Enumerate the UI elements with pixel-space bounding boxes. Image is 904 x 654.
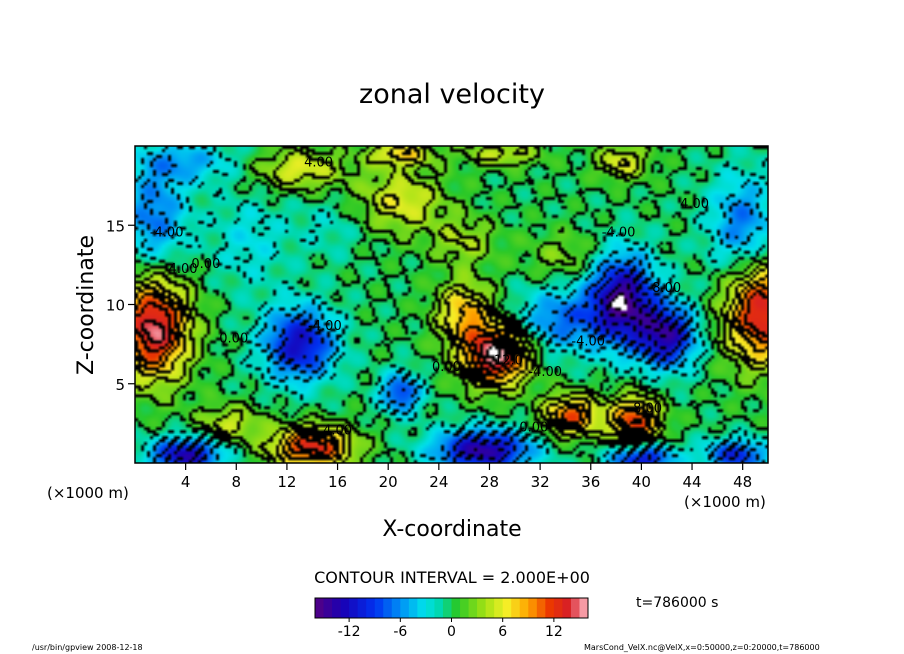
- contour-labels: 4.00-4.004.000.000.00-4.000.00 12.0-4.00-…: [150, 156, 709, 439]
- contour-interval-label: CONTOUR INTERVAL = 2.000E+00: [314, 568, 590, 587]
- colorbar-cell: [553, 598, 563, 618]
- x-tick-label: 44: [682, 473, 701, 491]
- colorbar-cell: [451, 598, 461, 618]
- contour-label: -4.00: [602, 225, 636, 240]
- colorbar-cell: [477, 598, 487, 618]
- x-tick-label: 36: [581, 473, 600, 491]
- colorbar-cell: [468, 598, 478, 618]
- colorbar-cell: [374, 598, 384, 618]
- colorbar-cell: [366, 598, 376, 618]
- contour-label: -8.00: [628, 401, 662, 416]
- colorbar-cell: [502, 598, 512, 618]
- colorbar-tick-label: 6: [498, 624, 507, 640]
- colorbar-tick-label: -12: [338, 624, 361, 640]
- y-axis-label: Z-coordinate: [74, 235, 99, 375]
- colorbar-cell: [357, 598, 367, 618]
- contour-label: 0.00: [432, 360, 461, 375]
- colorbar-cell: [570, 598, 580, 618]
- y-tick-label: 10: [106, 297, 125, 315]
- contour-label: 12.0: [494, 354, 523, 369]
- colorbar-cell: [528, 598, 538, 618]
- x-tick-label: 20: [379, 473, 398, 491]
- x-tick-label: 8: [232, 473, 242, 491]
- x-tick-label: 4: [181, 473, 191, 491]
- time-label: t=786000 s: [636, 595, 718, 611]
- colorbar-cell: [383, 598, 393, 618]
- contour-label: 4.00: [323, 423, 352, 438]
- chart-title: zonal velocity: [359, 79, 545, 110]
- contour-label: 4.00: [680, 197, 709, 212]
- x-tick-label: 40: [632, 473, 651, 491]
- colorbar-cell: [315, 598, 325, 618]
- x-tick-label: 48: [733, 473, 752, 491]
- footer-program: /usr/bin/gpview 2008-12-18: [32, 643, 143, 652]
- colorbar-cell: [340, 598, 350, 618]
- colorbar-tick-label: 0: [447, 624, 456, 640]
- colorbar-ticks: -12 -6 0 6 12: [338, 618, 563, 640]
- colorbar-cell: [323, 598, 333, 618]
- contour-label: -4.00: [308, 319, 342, 334]
- colorbar-cell: [562, 598, 572, 618]
- colorbar-cell: [442, 598, 452, 618]
- colorbar-cell: [485, 598, 495, 618]
- contour-label: 8.00: [652, 281, 681, 296]
- colorbar-cell: [434, 598, 444, 618]
- y-tick-label: 5: [115, 376, 125, 394]
- x-tick-label: 28: [480, 473, 499, 491]
- colorbar: -12 -6 0 6 12: [314, 597, 589, 640]
- contour-label: 0.00: [219, 332, 248, 347]
- colorbar-cell: [391, 598, 401, 618]
- colorbar-cell: [511, 598, 521, 618]
- x-tick-label: 32: [531, 473, 550, 491]
- x-axis-label: X-coordinate: [382, 517, 521, 542]
- colorbar-cell: [460, 598, 470, 618]
- contour-label: -4.00: [150, 225, 184, 240]
- colorbar-cell: [349, 598, 359, 618]
- colorbar-cell: [400, 598, 410, 618]
- contour-label: 4.00: [304, 156, 333, 171]
- x-tick-label: 16: [328, 473, 347, 491]
- colorbar-tick-label: -6: [393, 624, 407, 640]
- contour-label: 4.00: [169, 262, 198, 277]
- colorbar-cell: [417, 598, 427, 618]
- x-unit-label: (×1000 m): [684, 493, 766, 511]
- colorbar-cell: [425, 598, 435, 618]
- x-axis-ticks: 4 8 12 16 20 24 28 32 36 40 44 48: [181, 463, 752, 491]
- plot-area: 4.00-4.004.000.000.00-4.000.00 12.0-4.00-…: [106, 145, 769, 491]
- z-unit-label: (×1000 m): [47, 484, 129, 502]
- colorbar-cell: [536, 598, 546, 618]
- y-axis-ticks: 5 10 15: [106, 217, 135, 394]
- x-tick-label: 24: [429, 473, 448, 491]
- colorbar-cell: [408, 598, 418, 618]
- colorbar-cell: [494, 598, 504, 618]
- y-tick-label: 15: [106, 217, 125, 235]
- colorbar-tick-label: 12: [545, 624, 563, 640]
- footer-source: MarsCond_VelX.nc@VelX,x=0:50000,z=0:2000…: [584, 643, 820, 652]
- colorbar-cell: [579, 598, 589, 618]
- contour-label: 0.00: [191, 257, 220, 272]
- colorbar-cell: [519, 598, 529, 618]
- contour-label: -4.00: [528, 365, 562, 380]
- colorbar-cell: [332, 598, 342, 618]
- contour-label: -4.00: [571, 335, 605, 350]
- x-tick-label: 12: [277, 473, 296, 491]
- colorbar-cell: [545, 598, 555, 618]
- contour-label: 0.00: [519, 420, 548, 435]
- velocity-heatmap: [135, 146, 768, 463]
